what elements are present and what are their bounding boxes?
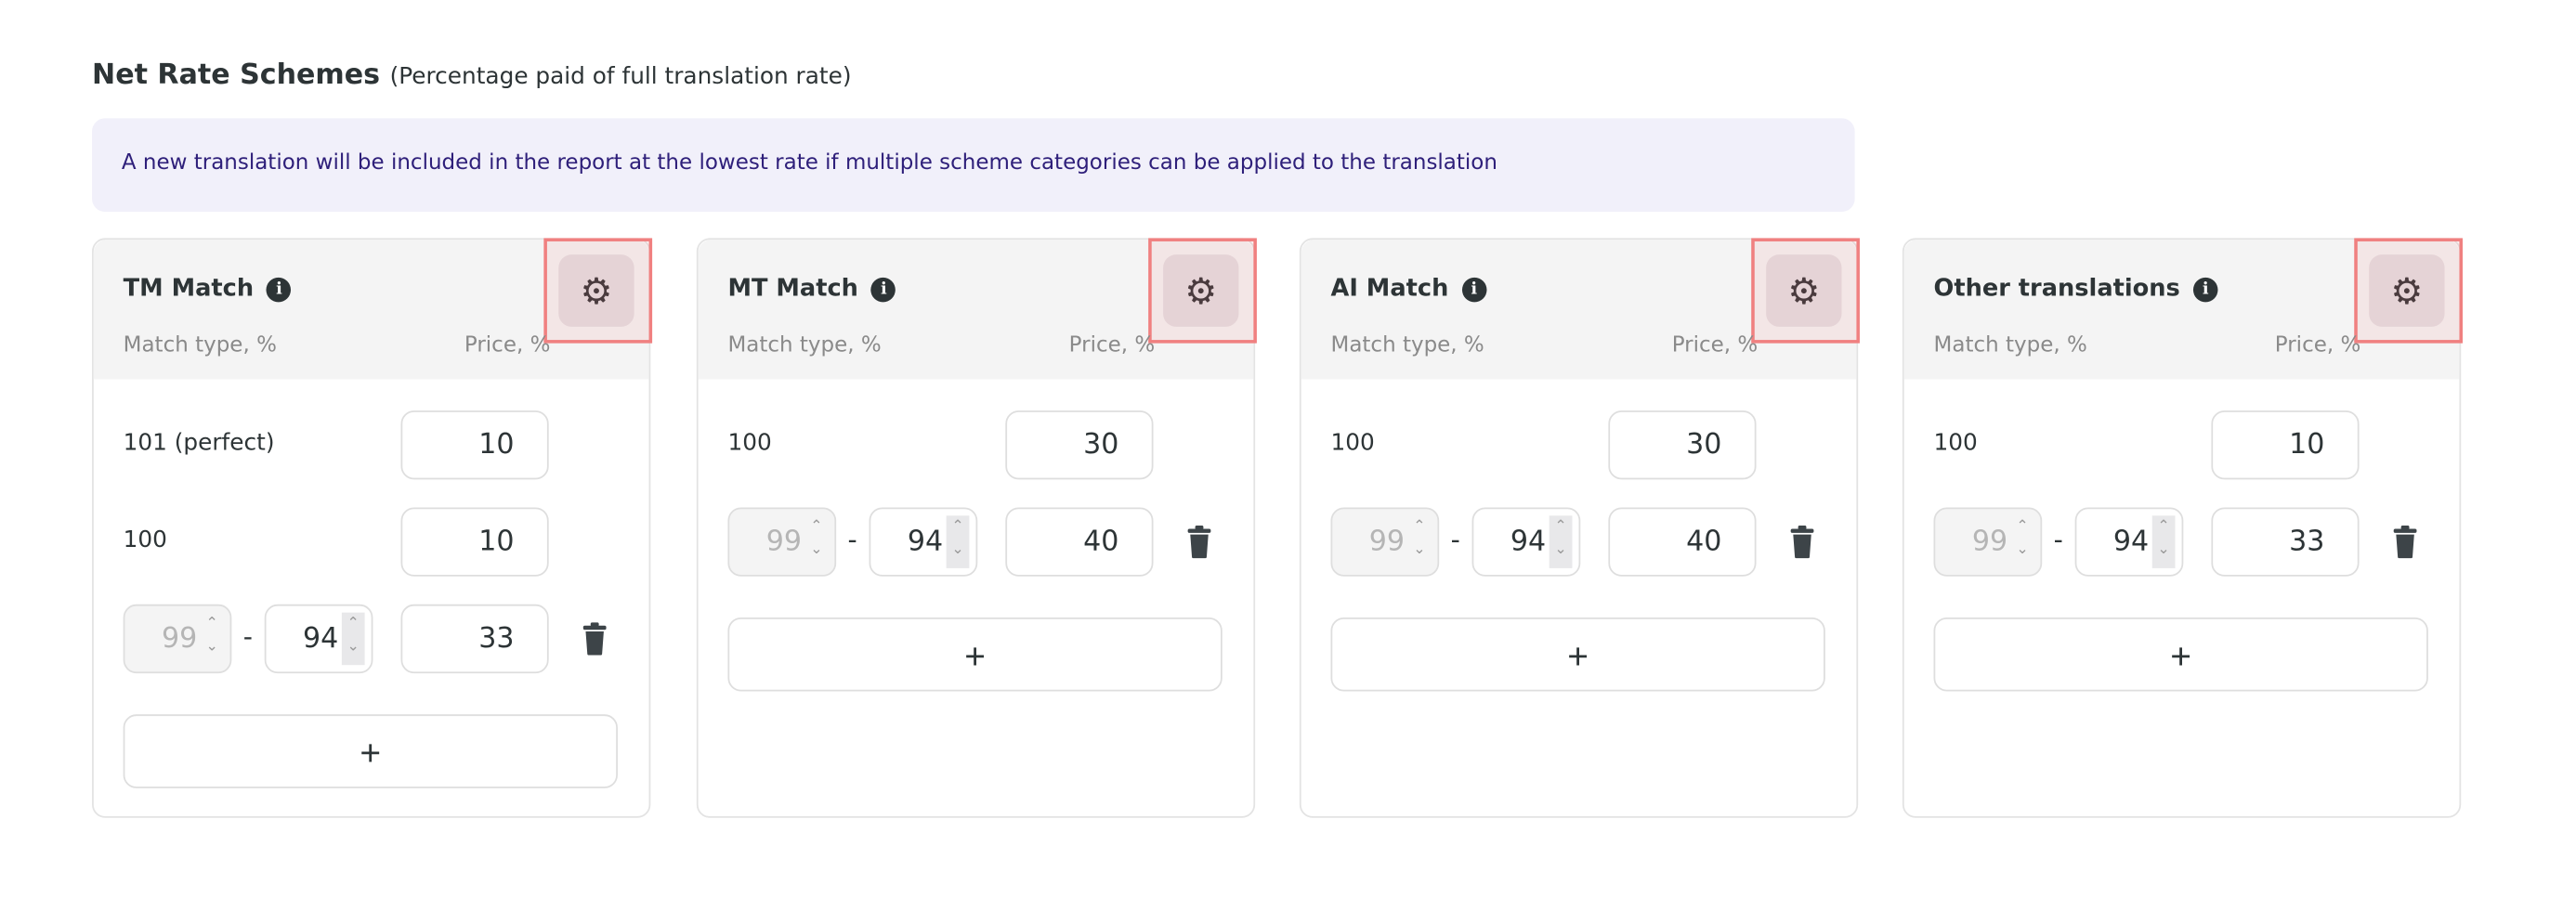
add-row-button[interactable]: + xyxy=(1330,617,1825,692)
price-input[interactable]: 10 xyxy=(400,410,549,480)
range-from-value: 99 xyxy=(1368,525,1406,559)
match-type-label: 100 xyxy=(727,430,772,457)
range-to-input[interactable]: 94 ⌃ ⌄ xyxy=(2074,507,2184,577)
card-header xyxy=(1903,240,2460,380)
stepper-icon: ⌃ ⌄ xyxy=(205,616,218,656)
match-type-label: 101 (perfect) xyxy=(123,430,275,457)
gear-icon: ⚙ xyxy=(1787,270,1821,313)
stepper-icon[interactable]: ⌃ ⌄ xyxy=(341,612,365,666)
card-title: TM Match i xyxy=(124,276,292,302)
range-from-input: 99 ⌃ ⌄ xyxy=(1933,507,2043,577)
card-title: AI Match i xyxy=(1330,276,1487,303)
info-banner: A new translation will be included in th… xyxy=(92,118,1855,213)
range-to-value: 94 xyxy=(2112,525,2150,559)
card-header xyxy=(1301,240,1857,380)
stepper-icon: ⌃ ⌄ xyxy=(2016,518,2029,559)
price-input[interactable]: 30 xyxy=(1608,410,1757,480)
column-header-match-type: Match type, % xyxy=(1330,333,1484,358)
add-row-button[interactable]: + xyxy=(727,617,1223,692)
card-title-text: TM Match xyxy=(123,276,255,303)
settings-button[interactable]: ⚙ xyxy=(1163,254,1239,327)
range-to-input[interactable]: 94 ⌃ ⌄ xyxy=(1471,507,1581,577)
price-input[interactable]: 33 xyxy=(400,604,549,674)
stepper-icon[interactable]: ⌃ ⌄ xyxy=(2151,515,2176,568)
range-to-value: 94 xyxy=(907,525,944,559)
price-input[interactable]: 40 xyxy=(1608,507,1757,577)
price-input[interactable]: 33 xyxy=(2211,507,2360,577)
add-row-button[interactable]: + xyxy=(123,714,618,788)
stepper-icon: ⌃ ⌄ xyxy=(810,518,823,559)
page-title: Net Rate Schemes xyxy=(92,58,380,93)
trash-icon[interactable] xyxy=(1789,525,1815,559)
add-row-button[interactable]: + xyxy=(1933,617,2428,692)
card-title-text: Other translations xyxy=(1933,276,2180,303)
scheme-card-mt-match: MT Match i ⚙ Match type, % Price, % 100 30… xyxy=(696,238,1257,818)
info-icon[interactable]: i xyxy=(267,276,292,302)
gear-icon: ⚙ xyxy=(580,270,613,313)
range-from-input: 99 ⌃ ⌄ xyxy=(727,507,837,577)
scheme-card-other-translations: Other translations i ⚙ Match type, % Pric… xyxy=(1902,238,2463,818)
match-type-label: 100 xyxy=(1933,430,1978,457)
trash-icon[interactable] xyxy=(2392,525,2418,559)
card-header xyxy=(93,240,649,380)
card-header xyxy=(698,240,1254,380)
column-header-price: Price, % xyxy=(1671,333,1759,358)
card-title: MT Match i xyxy=(727,276,896,302)
range-from-input: 99 ⌃ ⌄ xyxy=(123,604,232,674)
trash-icon[interactable] xyxy=(1186,525,1212,559)
stepper-icon[interactable]: ⌃ ⌄ xyxy=(946,515,970,568)
range-separator: - xyxy=(2053,524,2063,555)
price-input[interactable]: 30 xyxy=(1005,410,1154,480)
range-from-value: 99 xyxy=(765,525,803,559)
range-separator: - xyxy=(847,524,857,555)
range-to-value: 94 xyxy=(303,622,339,656)
gear-icon: ⚙ xyxy=(1184,270,1218,313)
range-from-value: 99 xyxy=(161,622,198,656)
range-separator: - xyxy=(1450,524,1460,555)
match-type-label: 100 xyxy=(123,526,167,553)
card-title: Other translations i xyxy=(1934,276,2218,302)
trash-icon[interactable] xyxy=(582,622,608,656)
price-input[interactable]: 40 xyxy=(1005,507,1154,577)
settings-button[interactable]: ⚙ xyxy=(2369,254,2445,327)
range-to-input[interactable]: 94 ⌃ ⌄ xyxy=(264,604,373,674)
gear-icon: ⚙ xyxy=(2390,270,2424,313)
column-header-price: Price, % xyxy=(2274,333,2361,358)
info-icon[interactable]: i xyxy=(1461,276,1487,302)
range-to-input[interactable]: 94 ⌃ ⌄ xyxy=(869,507,978,577)
info-banner-text: A new translation will be included in th… xyxy=(121,150,1497,176)
range-from-input: 99 ⌃ ⌄ xyxy=(1330,507,1440,577)
price-input[interactable]: 10 xyxy=(400,507,549,577)
column-header-match-type: Match type, % xyxy=(1933,333,2087,358)
page-subtitle: (Percentage paid of full translation rat… xyxy=(389,63,852,91)
scheme-card-ai-match: AI Match i ⚙ Match type, % Price, % 100 30… xyxy=(1299,238,1860,818)
section-title: Net Rate Schemes (Percentage paid of full… xyxy=(92,59,851,92)
stepper-icon: ⌃ ⌄ xyxy=(1413,518,1426,559)
stepper-icon[interactable]: ⌃ ⌄ xyxy=(1549,515,1573,568)
card-title-text: MT Match xyxy=(727,276,858,303)
price-input[interactable]: 10 xyxy=(2211,410,2360,480)
scheme-card-tm-match: TM Match i ⚙ Match type, % Price, % 101 (p… xyxy=(92,238,653,818)
column-header-match-type: Match type, % xyxy=(123,333,277,358)
range-to-value: 94 xyxy=(1510,525,1547,559)
info-icon[interactable]: i xyxy=(871,276,896,302)
info-icon[interactable]: i xyxy=(2192,276,2218,302)
column-header-match-type: Match type, % xyxy=(727,333,882,358)
card-title-text: AI Match xyxy=(1330,276,1449,303)
settings-button[interactable]: ⚙ xyxy=(558,254,634,327)
column-header-price: Price, % xyxy=(464,333,551,358)
range-from-value: 99 xyxy=(1971,525,2008,559)
column-header-price: Price, % xyxy=(1068,333,1156,358)
settings-button[interactable]: ⚙ xyxy=(1766,254,1842,327)
range-separator: - xyxy=(242,620,253,653)
match-type-label: 100 xyxy=(1330,430,1375,457)
